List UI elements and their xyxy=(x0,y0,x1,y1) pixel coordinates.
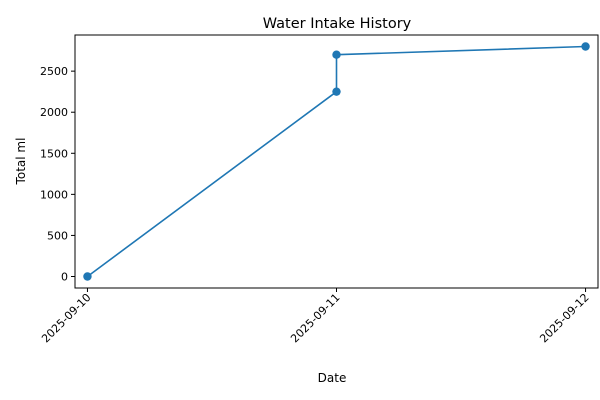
y-tick-label: 500 xyxy=(47,229,68,242)
chart-title: Water Intake History xyxy=(263,16,412,32)
y-axis-label: Total ml xyxy=(14,138,28,186)
data-point xyxy=(332,50,341,59)
series-line xyxy=(86,45,586,278)
y-tick-label: 0 xyxy=(61,271,68,284)
x-tick-label: 2025-09-10 xyxy=(39,291,93,345)
x-tick-label: 2025-09-11 xyxy=(288,291,342,345)
y-tick-label: 1500 xyxy=(40,147,68,160)
y-tick-label: 1000 xyxy=(40,188,68,201)
data-point xyxy=(581,42,590,51)
y-tick-label: 2000 xyxy=(40,106,68,119)
data-point xyxy=(332,87,341,96)
y-tick-label: 2500 xyxy=(40,65,68,78)
x-tick-label: 2025-09-12 xyxy=(537,291,591,345)
data-point xyxy=(83,272,92,281)
y-axis: 0 500 1000 1500 2000 2500 xyxy=(40,65,75,284)
x-axis-label: Date xyxy=(318,371,347,385)
x-axis: 2025-09-10 2025-09-11 2025-09-12 xyxy=(39,288,592,345)
plot-area xyxy=(83,42,590,281)
